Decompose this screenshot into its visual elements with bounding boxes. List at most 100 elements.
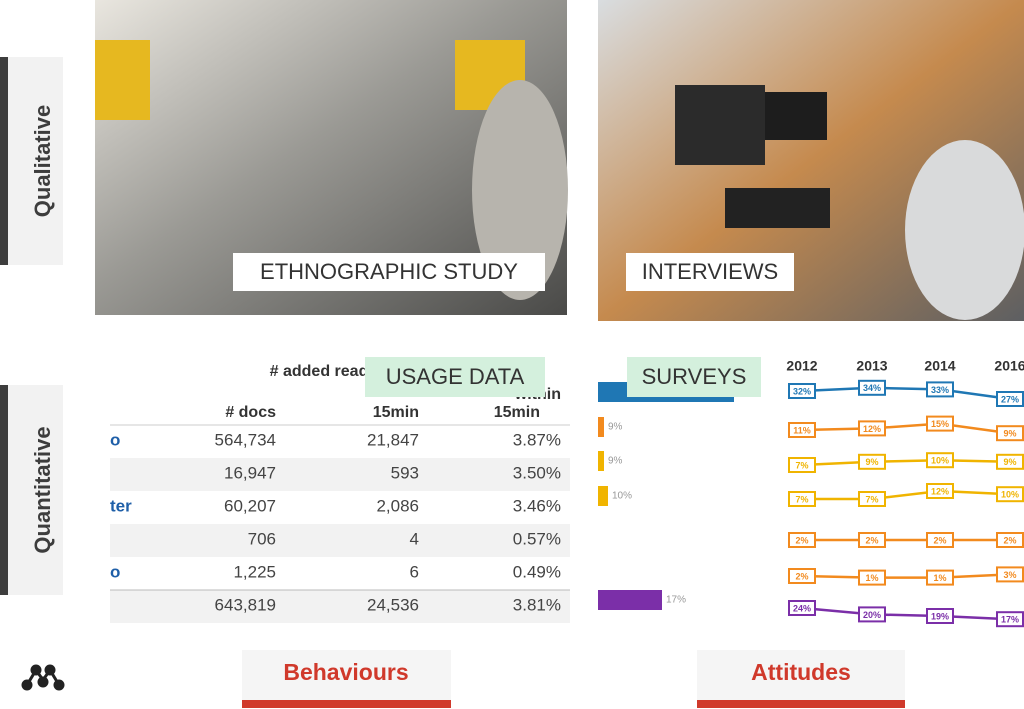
point-label: 9% [1003,429,1016,439]
point-badge [926,532,954,548]
table-cell: 24,536 [367,595,419,614]
point-badge [788,532,816,548]
table-cell: 593 [391,463,419,482]
point-badge [926,381,954,398]
photo-detail [675,85,765,165]
year-label: 2012 [786,358,817,374]
point-badge [858,420,886,437]
point-badge [926,415,954,432]
panel-label: USAGE DATA [386,364,525,389]
point-badge [858,379,886,396]
bar-stub [598,486,608,506]
side-bar [0,57,8,265]
point-label: 7% [795,460,808,470]
point-label: 2% [795,571,808,581]
point-label: 1% [865,573,878,583]
table-cell: 16,947 [224,463,276,482]
point-badge [996,566,1024,583]
point-badge [788,383,816,399]
point-badge [926,483,954,499]
panel-label: INTERVIEWS [642,259,779,284]
bar-stub [598,417,604,437]
usage-table: # docs# added read within15minwithin15mi… [110,363,570,623]
photo-detail [472,80,568,300]
side-label: Qualitative [30,105,55,217]
point-label: 1% [933,573,946,583]
point-label: 34% [863,383,881,393]
bar-label: 9% [608,422,623,433]
footer-underline [242,700,451,708]
photo-detail [765,92,827,140]
footer-box [697,650,905,700]
footer-label: Behaviours [283,659,408,685]
series-line [801,458,1011,467]
bar-label: 17% [666,595,686,606]
point-label: 2% [795,535,808,545]
photo-detail [905,140,1024,320]
series-line [801,386,1011,401]
point-label: 10% [931,456,949,466]
label-box [233,253,545,291]
table-cell: 0.49% [513,562,561,581]
point-label: 12% [931,486,949,496]
table-cell: 21,847 [367,430,419,449]
point-label: 24% [793,603,811,613]
point-badge [858,453,886,470]
point-badge [996,453,1024,470]
point-label: 9% [865,457,878,467]
point-badge [926,569,954,586]
point-label: 9% [1003,457,1016,467]
point-label: 17% [1001,615,1019,625]
bar-stub [598,590,662,610]
year-label: 2016 [994,358,1024,374]
bar-label: 9% [608,456,623,467]
point-label: 12% [863,424,881,434]
point-badge [788,600,816,616]
table-cell: 6 [410,562,419,581]
photo-detail [95,40,150,120]
point-label: 7% [865,494,878,504]
label-box [365,357,545,397]
table-cell: 3.46% [513,496,561,515]
side-label: Quantitative [30,426,55,553]
point-label: 2% [933,535,946,545]
table-cell: 4 [410,529,419,548]
point-badge [996,532,1024,548]
logo [21,664,65,691]
point-label: 10% [1001,490,1019,500]
point-label: 7% [795,494,808,504]
year-label: 2013 [856,358,887,374]
column-header: 15min [373,404,419,421]
survey-chart: 9% 9% 10% 17% 2012 2013 2014 2016 32% 34% 33% 27% 11… [598,358,1024,628]
point-badge [996,425,1024,442]
side-bar [0,385,8,595]
table-cell: 564,734 [215,430,276,449]
point-label: 19% [931,611,949,621]
point-label: 11% [793,425,811,435]
row-label: o [110,562,120,581]
point-badge [788,457,816,473]
table-cell: 1,225 [233,562,276,581]
point-badge [996,486,1024,503]
row-band [110,458,570,491]
panel-label: SURVEYS [642,364,747,389]
label-box [627,357,761,397]
table-cell: 3.81% [513,595,561,614]
table-cell: 60,207 [224,496,276,515]
series-line [802,489,1011,501]
point-label: 15% [931,419,949,429]
label-box [626,253,794,291]
point-badge [858,491,886,507]
point-label: 27% [1001,394,1019,404]
year-label: 2014 [924,358,955,374]
point-badge [996,391,1024,407]
table-cell: 2,086 [376,496,419,515]
row-band [110,590,570,623]
side-box [8,57,63,265]
table-cell: 3.87% [513,430,561,449]
footer-box [242,650,451,700]
row-label: o [110,430,120,449]
side-box [8,385,63,595]
point-label: 3% [1003,570,1016,580]
